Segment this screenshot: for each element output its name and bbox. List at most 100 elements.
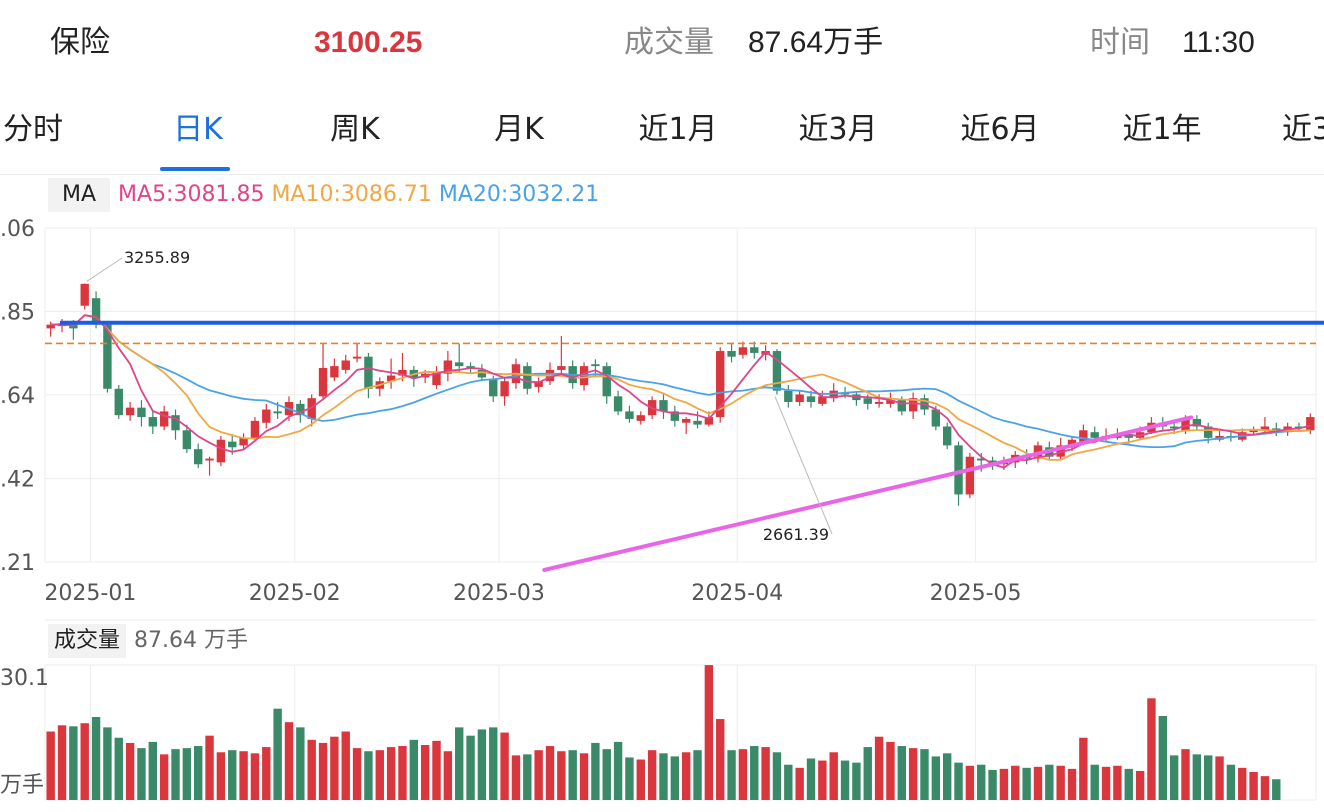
- volume-bar: [1158, 715, 1167, 800]
- volume-bar: [262, 747, 271, 800]
- candle-body: [1192, 418, 1202, 427]
- min-price-label: 2661.39: [763, 525, 829, 544]
- volume-bar: [874, 736, 884, 800]
- candle-body: [194, 449, 203, 465]
- ma20-line: [50, 314, 1311, 448]
- tab-daily-k[interactable]: 日K: [173, 112, 223, 147]
- date-tick-label: 2025-05: [930, 581, 1022, 606]
- volume-bar: [908, 748, 918, 800]
- price-tick-label: .06: [0, 217, 35, 242]
- candle-body: [1079, 430, 1088, 442]
- tab-monthly-k[interactable]: 月K: [494, 112, 544, 147]
- candle-body: [1294, 426, 1304, 429]
- volume-bar: [455, 727, 464, 800]
- candle-body: [1306, 417, 1315, 431]
- volume-bar: [818, 760, 827, 800]
- volume-label: 成交量: [624, 25, 714, 60]
- volume-bar: [103, 727, 112, 800]
- volume-bar: [284, 722, 294, 800]
- volume-bar: [1135, 770, 1145, 800]
- volume-bar: [137, 748, 146, 800]
- volume-bar: [670, 756, 680, 800]
- volume-bar: [182, 748, 192, 800]
- volume-bar: [727, 750, 736, 800]
- candle-body: [1181, 418, 1190, 431]
- tab-3-years[interactable]: 近3: [1282, 112, 1324, 147]
- candle-body: [613, 396, 623, 412]
- volume-value: 87.64万手: [748, 26, 884, 59]
- volume-bar: [1215, 756, 1224, 800]
- volume-bar: [829, 752, 838, 800]
- ma-indicator-tag[interactable]: MA: [48, 178, 111, 212]
- tab-1-month[interactable]: 近1月: [638, 112, 718, 147]
- volume-bar: [228, 750, 237, 800]
- candle-body: [182, 430, 192, 450]
- volume-bar: [625, 757, 634, 800]
- candle-body: [330, 366, 339, 378]
- volume-bar: [205, 735, 214, 800]
- candle-body: [137, 407, 146, 418]
- price-tick-label: .42: [0, 468, 35, 493]
- volume-bar: [568, 750, 577, 800]
- ma-legend: MA MA5:3081.85 MA10:3086.71 MA20:3032.21: [48, 178, 599, 212]
- tab-3-months[interactable]: 近3月: [798, 112, 878, 147]
- quote-header: 保险 3100.25 成交量 87.64万手 时间 11:30: [0, 0, 1324, 88]
- volume-bars: [46, 665, 1281, 800]
- candle-body: [670, 411, 680, 421]
- volume-bar: [1181, 749, 1190, 800]
- volume-bar: [398, 746, 407, 800]
- candle-body: [273, 411, 282, 414]
- volume-indicator-tag[interactable]: 成交量: [48, 624, 127, 658]
- candle-body: [659, 400, 668, 412]
- volume-bar: [1226, 764, 1236, 800]
- candle-body: [886, 400, 895, 404]
- candle-body: [795, 394, 804, 402]
- candle-body: [125, 407, 135, 416]
- candle-body: [46, 324, 55, 329]
- volume-bar: [863, 747, 872, 800]
- date-tick-label: 2025-03: [453, 581, 545, 606]
- volume-bar: [613, 741, 623, 800]
- price-tick-label: .64: [0, 384, 35, 409]
- tab-6-months[interactable]: 近6月: [960, 112, 1040, 147]
- volume-bar: [273, 708, 282, 800]
- volume-bar: [750, 746, 759, 800]
- time-value: 11:30: [1182, 26, 1255, 59]
- support-trend-line: [542, 415, 1194, 572]
- volume-bar: [886, 741, 895, 800]
- tab-intraday[interactable]: 分时: [3, 112, 63, 147]
- volume-bar: [1203, 755, 1213, 800]
- candle-body: [1272, 428, 1281, 431]
- candle-body: [1260, 426, 1270, 431]
- candle-body: [863, 398, 872, 404]
- ma20-value: MA20:3032.21: [438, 182, 600, 207]
- candle-body: [908, 398, 918, 412]
- volume-bar: [1067, 768, 1077, 800]
- volume-bar: [557, 751, 566, 800]
- candle-body: [534, 381, 543, 387]
- candle-body: [727, 351, 736, 357]
- volume-bar: [330, 736, 339, 800]
- candle-body: [977, 458, 986, 461]
- candle-body: [818, 396, 827, 404]
- candle-body: [262, 409, 271, 423]
- candle-body: [148, 417, 158, 427]
- volume-bar: [954, 762, 963, 800]
- volume-bar: [1033, 766, 1043, 800]
- active-tab-indicator: [160, 167, 230, 171]
- volume-bar: [1192, 754, 1202, 800]
- volume-bar: [1045, 764, 1054, 800]
- volume-bar: [1090, 764, 1099, 800]
- volume-bar: [534, 750, 543, 800]
- volume-bar: [1249, 771, 1258, 800]
- candle-body: [466, 366, 475, 369]
- volume-bar: [341, 731, 350, 800]
- volume-bar: [931, 756, 941, 800]
- tab-1-year[interactable]: 近1年: [1122, 112, 1202, 147]
- volume-bar: [840, 760, 850, 800]
- candle-body: [1067, 439, 1077, 446]
- candle-body: [114, 388, 123, 416]
- candle-body: [432, 371, 441, 385]
- tab-weekly-k[interactable]: 周K: [330, 112, 380, 147]
